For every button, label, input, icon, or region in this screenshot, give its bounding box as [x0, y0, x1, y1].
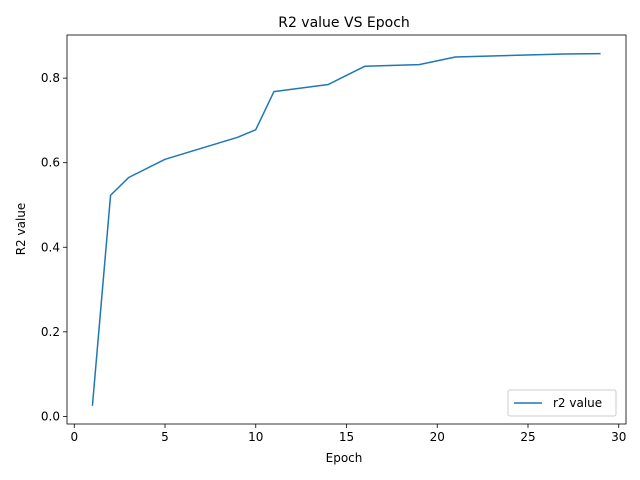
x-tick-label: 30	[611, 430, 626, 444]
x-axis-title: Epoch	[326, 451, 363, 465]
y-tick-label: 0.4	[41, 240, 60, 254]
x-tick-label: 10	[248, 430, 263, 444]
series-line-0	[91, 52, 601, 406]
y-tick-label: 0.2	[41, 325, 60, 339]
legend-label-r2-value: r2 value	[553, 396, 602, 410]
y-tick-label: 0.8	[41, 71, 60, 85]
x-tick-label: 0	[70, 430, 78, 444]
legend-box	[507, 389, 617, 417]
x-tick-label: 20	[430, 430, 445, 444]
legend: r2 value	[507, 389, 617, 417]
x-tick-label: 15	[339, 430, 354, 444]
x-tick-label: 5	[161, 430, 169, 444]
x-tick-label: 25	[520, 430, 535, 444]
y-tick-label: 0.0	[41, 409, 60, 423]
plot-area: 0 5 10 15 20 25 30 0.0 0.2 0.4 0.6 0.8	[41, 34, 627, 444]
y-tick-label: 0.6	[41, 156, 60, 170]
y-axis-title: R2 value	[14, 203, 28, 256]
chart-title: R2 value VS Epoch	[278, 15, 410, 31]
